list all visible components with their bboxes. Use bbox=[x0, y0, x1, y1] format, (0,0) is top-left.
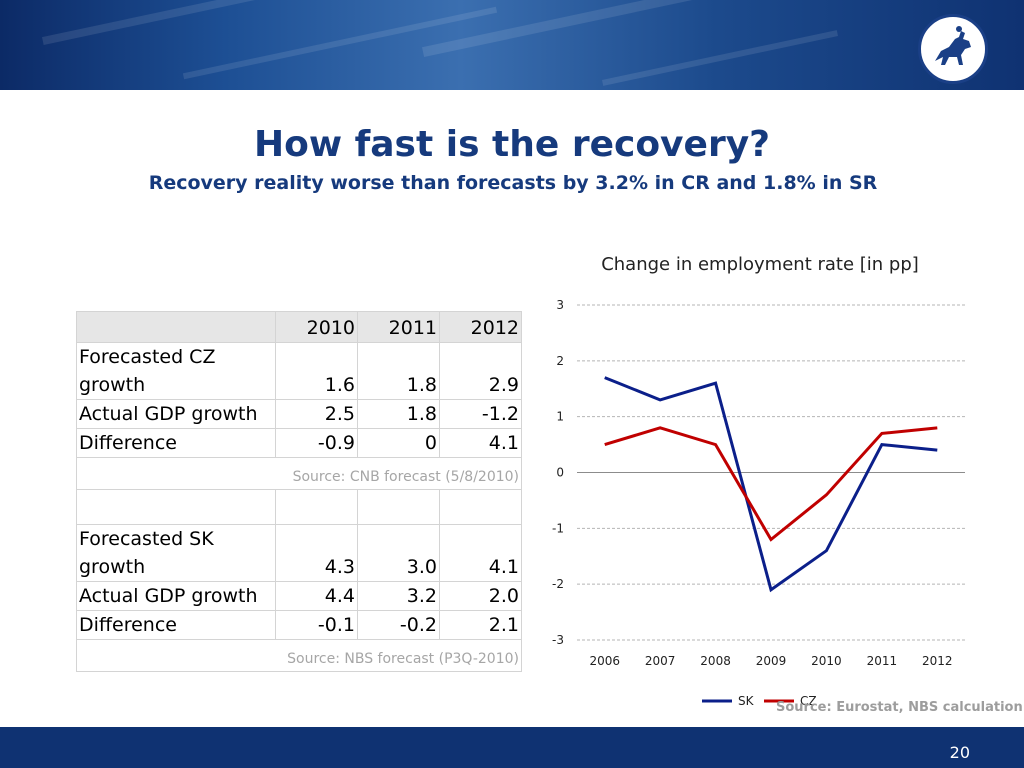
table-row: Difference -0.9 0 4.1 bbox=[76, 428, 522, 458]
row-label: Forecasted CZ growth bbox=[76, 342, 276, 400]
legend-label-sk: SK bbox=[738, 694, 755, 708]
y-tick-label: -2 bbox=[552, 577, 564, 591]
x-tick-label: 2011 bbox=[867, 654, 898, 668]
gdp-growth-table: 2010 2011 2012 Forecasted CZ growth 1.6 … bbox=[76, 311, 522, 672]
cell-value: 4.1 bbox=[439, 524, 522, 582]
cell-value: 4.3 bbox=[275, 524, 358, 582]
table-row: Forecasted SK growth 4.3 3.0 4.1 bbox=[76, 524, 522, 582]
table-row: Actual GDP growth 4.4 3.2 2.0 bbox=[76, 581, 522, 611]
x-tick-label: 2010 bbox=[811, 654, 842, 668]
empty-cell bbox=[357, 489, 440, 525]
year-header: 2012 bbox=[439, 311, 522, 343]
row-label: Actual GDP growth bbox=[76, 399, 276, 429]
x-tick-label: 2009 bbox=[756, 654, 787, 668]
empty-cell bbox=[76, 489, 276, 525]
row-label: Difference bbox=[76, 610, 276, 640]
cell-value: 2.9 bbox=[439, 342, 522, 400]
table-source-row: Source: CNB forecast (5/8/2010) bbox=[76, 457, 522, 490]
x-tick-label: 2007 bbox=[645, 654, 676, 668]
footer-bar: 20 bbox=[0, 727, 1024, 768]
y-tick-label: 3 bbox=[556, 298, 564, 312]
cell-value: 0 bbox=[357, 428, 440, 458]
y-tick-label: 2 bbox=[556, 354, 564, 368]
page-number: 20 bbox=[949, 743, 970, 762]
sk-source-note: Source: NBS forecast (P3Q-2010) bbox=[76, 639, 522, 672]
x-tick-label: 2008 bbox=[700, 654, 731, 668]
table-row: Forecasted CZ growth 1.6 1.8 2.9 bbox=[76, 342, 522, 400]
x-tick-label: 2012 bbox=[922, 654, 953, 668]
cz-source-note: Source: CNB forecast (5/8/2010) bbox=[76, 457, 522, 490]
table-row: Actual GDP growth 2.5 1.8 -1.2 bbox=[76, 399, 522, 429]
table-spacer-row bbox=[76, 489, 522, 525]
y-tick-label: -3 bbox=[552, 633, 564, 647]
horse-rider-icon bbox=[935, 26, 971, 65]
cell-value: 2.5 bbox=[275, 399, 358, 429]
y-tick-label: 1 bbox=[556, 410, 564, 424]
x-tick-label: 2006 bbox=[589, 654, 620, 668]
year-header: 2011 bbox=[357, 311, 440, 343]
empty-cell bbox=[439, 489, 522, 525]
slide-subtitle: Recovery reality worse than forecasts by… bbox=[148, 172, 878, 194]
cell-value: 2.1 bbox=[439, 610, 522, 640]
cell-value: -0.2 bbox=[357, 610, 440, 640]
legend-label-cz: CZ bbox=[800, 694, 817, 708]
employment-line-chart: 3 2 1 0 -1 -2 -3 2006 2007 2008 2009 2010 2011 2012 SK… bbox=[552, 298, 965, 708]
horseman-logo bbox=[918, 14, 988, 84]
cell-value: 2.0 bbox=[439, 581, 522, 611]
row-label: Forecasted SK growth bbox=[76, 524, 276, 582]
row-label: Actual GDP growth bbox=[76, 581, 276, 611]
year-header: 2010 bbox=[275, 311, 358, 343]
table-header-row: 2010 2011 2012 bbox=[76, 311, 522, 343]
table-source-row: Source: NBS forecast (P3Q-2010) bbox=[76, 639, 522, 672]
cell-value: 1.8 bbox=[357, 399, 440, 429]
header-empty-cell bbox=[76, 311, 276, 343]
cell-value: -0.9 bbox=[275, 428, 358, 458]
cell-value: 1.8 bbox=[357, 342, 440, 400]
cell-value: 3.0 bbox=[357, 524, 440, 582]
chart-title: Change in employment rate [in pp] bbox=[601, 254, 919, 275]
cell-value: 1.6 bbox=[275, 342, 358, 400]
series-line-cz bbox=[604, 426, 938, 542]
cell-value: -0.1 bbox=[275, 610, 358, 640]
cell-value: 3.2 bbox=[357, 581, 440, 611]
row-label: Difference bbox=[76, 428, 276, 458]
slide-title: How fast is the recovery? bbox=[253, 124, 771, 165]
header-banner bbox=[0, 0, 1024, 90]
y-tick-label: 0 bbox=[556, 466, 564, 480]
table-row: Difference -0.1 -0.2 2.1 bbox=[76, 610, 522, 640]
cell-value: 4.1 bbox=[439, 428, 522, 458]
series-line-sk bbox=[604, 376, 938, 593]
empty-cell bbox=[275, 489, 358, 525]
y-tick-label: -1 bbox=[552, 521, 564, 535]
cell-value: -1.2 bbox=[439, 399, 522, 429]
cell-value: 4.4 bbox=[275, 581, 358, 611]
chart-source-note: Source: Eurostat, NBS calculation bbox=[776, 700, 1023, 715]
